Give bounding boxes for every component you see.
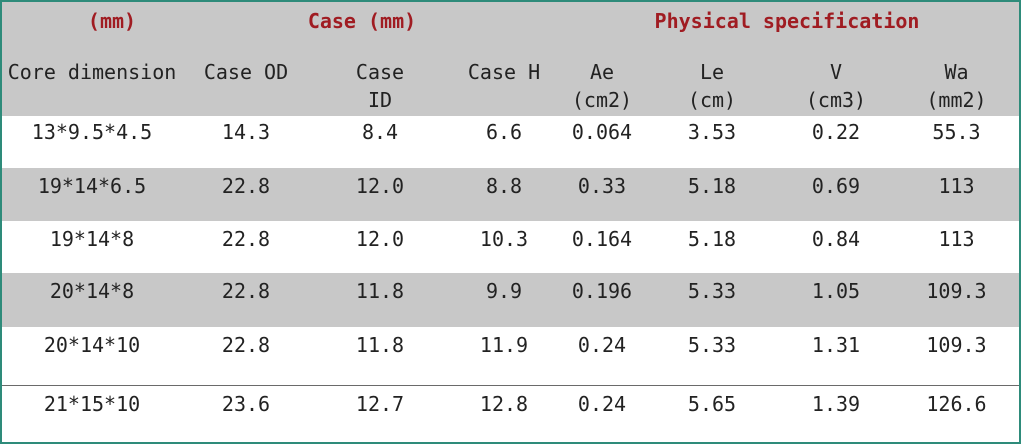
column-header-core-dimension: Core dimension [2, 58, 182, 86]
group-header-mm: (mm) [87, 9, 137, 33]
column-header-wa: Wa (mm2) [894, 58, 1019, 114]
table-row: 21*15*10 23.6 12.7 12.8 0.24 5.65 1.39 1… [2, 386, 1019, 442]
cell-case-h: 9.9 [485, 279, 523, 303]
column-header-ae: Ae (cm2) [558, 58, 646, 114]
cell-core-dimension: 20*14*8 [49, 279, 135, 303]
cell-case-od: 22.8 [221, 174, 271, 198]
cell-case-od: 14.3 [221, 120, 271, 144]
cell-wa: 113 [938, 227, 975, 251]
cell-case-od: 22.8 [221, 333, 271, 357]
cell-case-id: 12.0 [355, 174, 405, 198]
column-header-label: V [829, 60, 843, 84]
cell-le: 5.33 [687, 279, 737, 303]
cell-case-h: 6.6 [485, 120, 523, 144]
cell-le: 5.33 [687, 333, 737, 357]
column-header-label: Core dimension [7, 60, 177, 84]
cell-case-h: 10.3 [479, 227, 529, 251]
cell-core-dimension: 21*15*10 [43, 392, 141, 416]
cell-case-id: 11.8 [355, 279, 405, 303]
cell-core-dimension: 13*9.5*4.5 [31, 120, 153, 144]
cell-ae: 0.24 [577, 392, 627, 416]
group-header-case: Case (mm) [307, 9, 417, 33]
cell-case-h: 12.8 [479, 392, 529, 416]
cell-case-h: 11.9 [479, 333, 529, 357]
cell-case-id: 12.7 [355, 392, 405, 416]
cell-v: 1.31 [811, 333, 861, 357]
group-header-row: (mm) Case (mm) Physical specification [2, 2, 1019, 58]
column-header-row: Core dimension Case OD Case ID Case H Ae… [2, 58, 1019, 116]
column-header-unit: (cm3) [805, 88, 867, 112]
cell-case-id: 8.4 [361, 120, 399, 144]
cell-wa: 109.3 [926, 333, 987, 357]
cell-ae: 0.064 [571, 120, 633, 144]
cell-wa: 109.3 [926, 279, 987, 303]
column-header-label: Case OD [203, 60, 289, 84]
cell-v: 0.84 [811, 227, 861, 251]
cell-case-h: 8.8 [485, 174, 523, 198]
cell-le: 5.65 [687, 392, 737, 416]
cell-wa: 113 [938, 174, 975, 198]
column-header-case-h: Case H [450, 58, 558, 86]
column-header-unit: (cm2) [571, 88, 633, 112]
cell-ae: 0.196 [571, 279, 633, 303]
cell-case-od: 22.8 [221, 279, 271, 303]
cell-wa: 126.6 [926, 392, 987, 416]
cell-le: 5.18 [687, 174, 737, 198]
cell-v: 0.69 [811, 174, 861, 198]
column-header-label: Case [355, 60, 405, 84]
table-row: 19*14*6.5 22.8 12.0 8.8 0.33 5.18 0.69 1… [2, 168, 1019, 221]
cell-case-od: 22.8 [221, 227, 271, 251]
column-header-unit: (cm) [687, 88, 737, 112]
table-row: 20*14*10 22.8 11.8 11.9 0.24 5.33 1.31 1… [2, 327, 1019, 385]
row-divider [2, 385, 1019, 386]
group-header-physical-spec: Physical specification [654, 9, 920, 33]
cell-case-od: 23.6 [221, 392, 271, 416]
column-header-v: V (cm3) [778, 58, 894, 114]
cell-core-dimension: 19*14*6.5 [37, 174, 147, 198]
cell-v: 0.22 [811, 120, 861, 144]
column-header-unit: (mm2) [926, 88, 987, 112]
cell-wa: 55.3 [932, 120, 981, 144]
cell-v: 1.39 [811, 392, 861, 416]
cell-ae: 0.24 [577, 333, 627, 357]
column-header-label: Wa [944, 60, 969, 84]
table-row: 20*14*8 22.8 11.8 9.9 0.196 5.33 1.05 10… [2, 273, 1019, 327]
cell-core-dimension: 19*14*8 [49, 227, 135, 251]
cell-core-dimension: 20*14*10 [43, 333, 141, 357]
cell-le: 3.53 [687, 120, 737, 144]
column-header-label: Le [699, 60, 725, 84]
column-header-label: Case H [467, 60, 541, 84]
cell-case-id: 11.8 [355, 333, 405, 357]
column-header-le: Le (cm) [646, 58, 778, 114]
column-header-label: Ae [589, 60, 615, 84]
table-row: 19*14*8 22.8 12.0 10.3 0.164 5.18 0.84 1… [2, 221, 1019, 273]
cell-le: 5.18 [687, 227, 737, 251]
cell-ae: 0.164 [571, 227, 633, 251]
column-header-case-id: Case ID [310, 58, 450, 114]
column-header-unit: ID [367, 88, 393, 112]
column-header-case-od: Case OD [182, 58, 310, 86]
table-row: 13*9.5*4.5 14.3 8.4 6.6 0.064 3.53 0.22 … [2, 116, 1019, 168]
cell-ae: 0.33 [577, 174, 627, 198]
cell-case-id: 12.0 [355, 227, 405, 251]
cell-v: 1.05 [811, 279, 861, 303]
